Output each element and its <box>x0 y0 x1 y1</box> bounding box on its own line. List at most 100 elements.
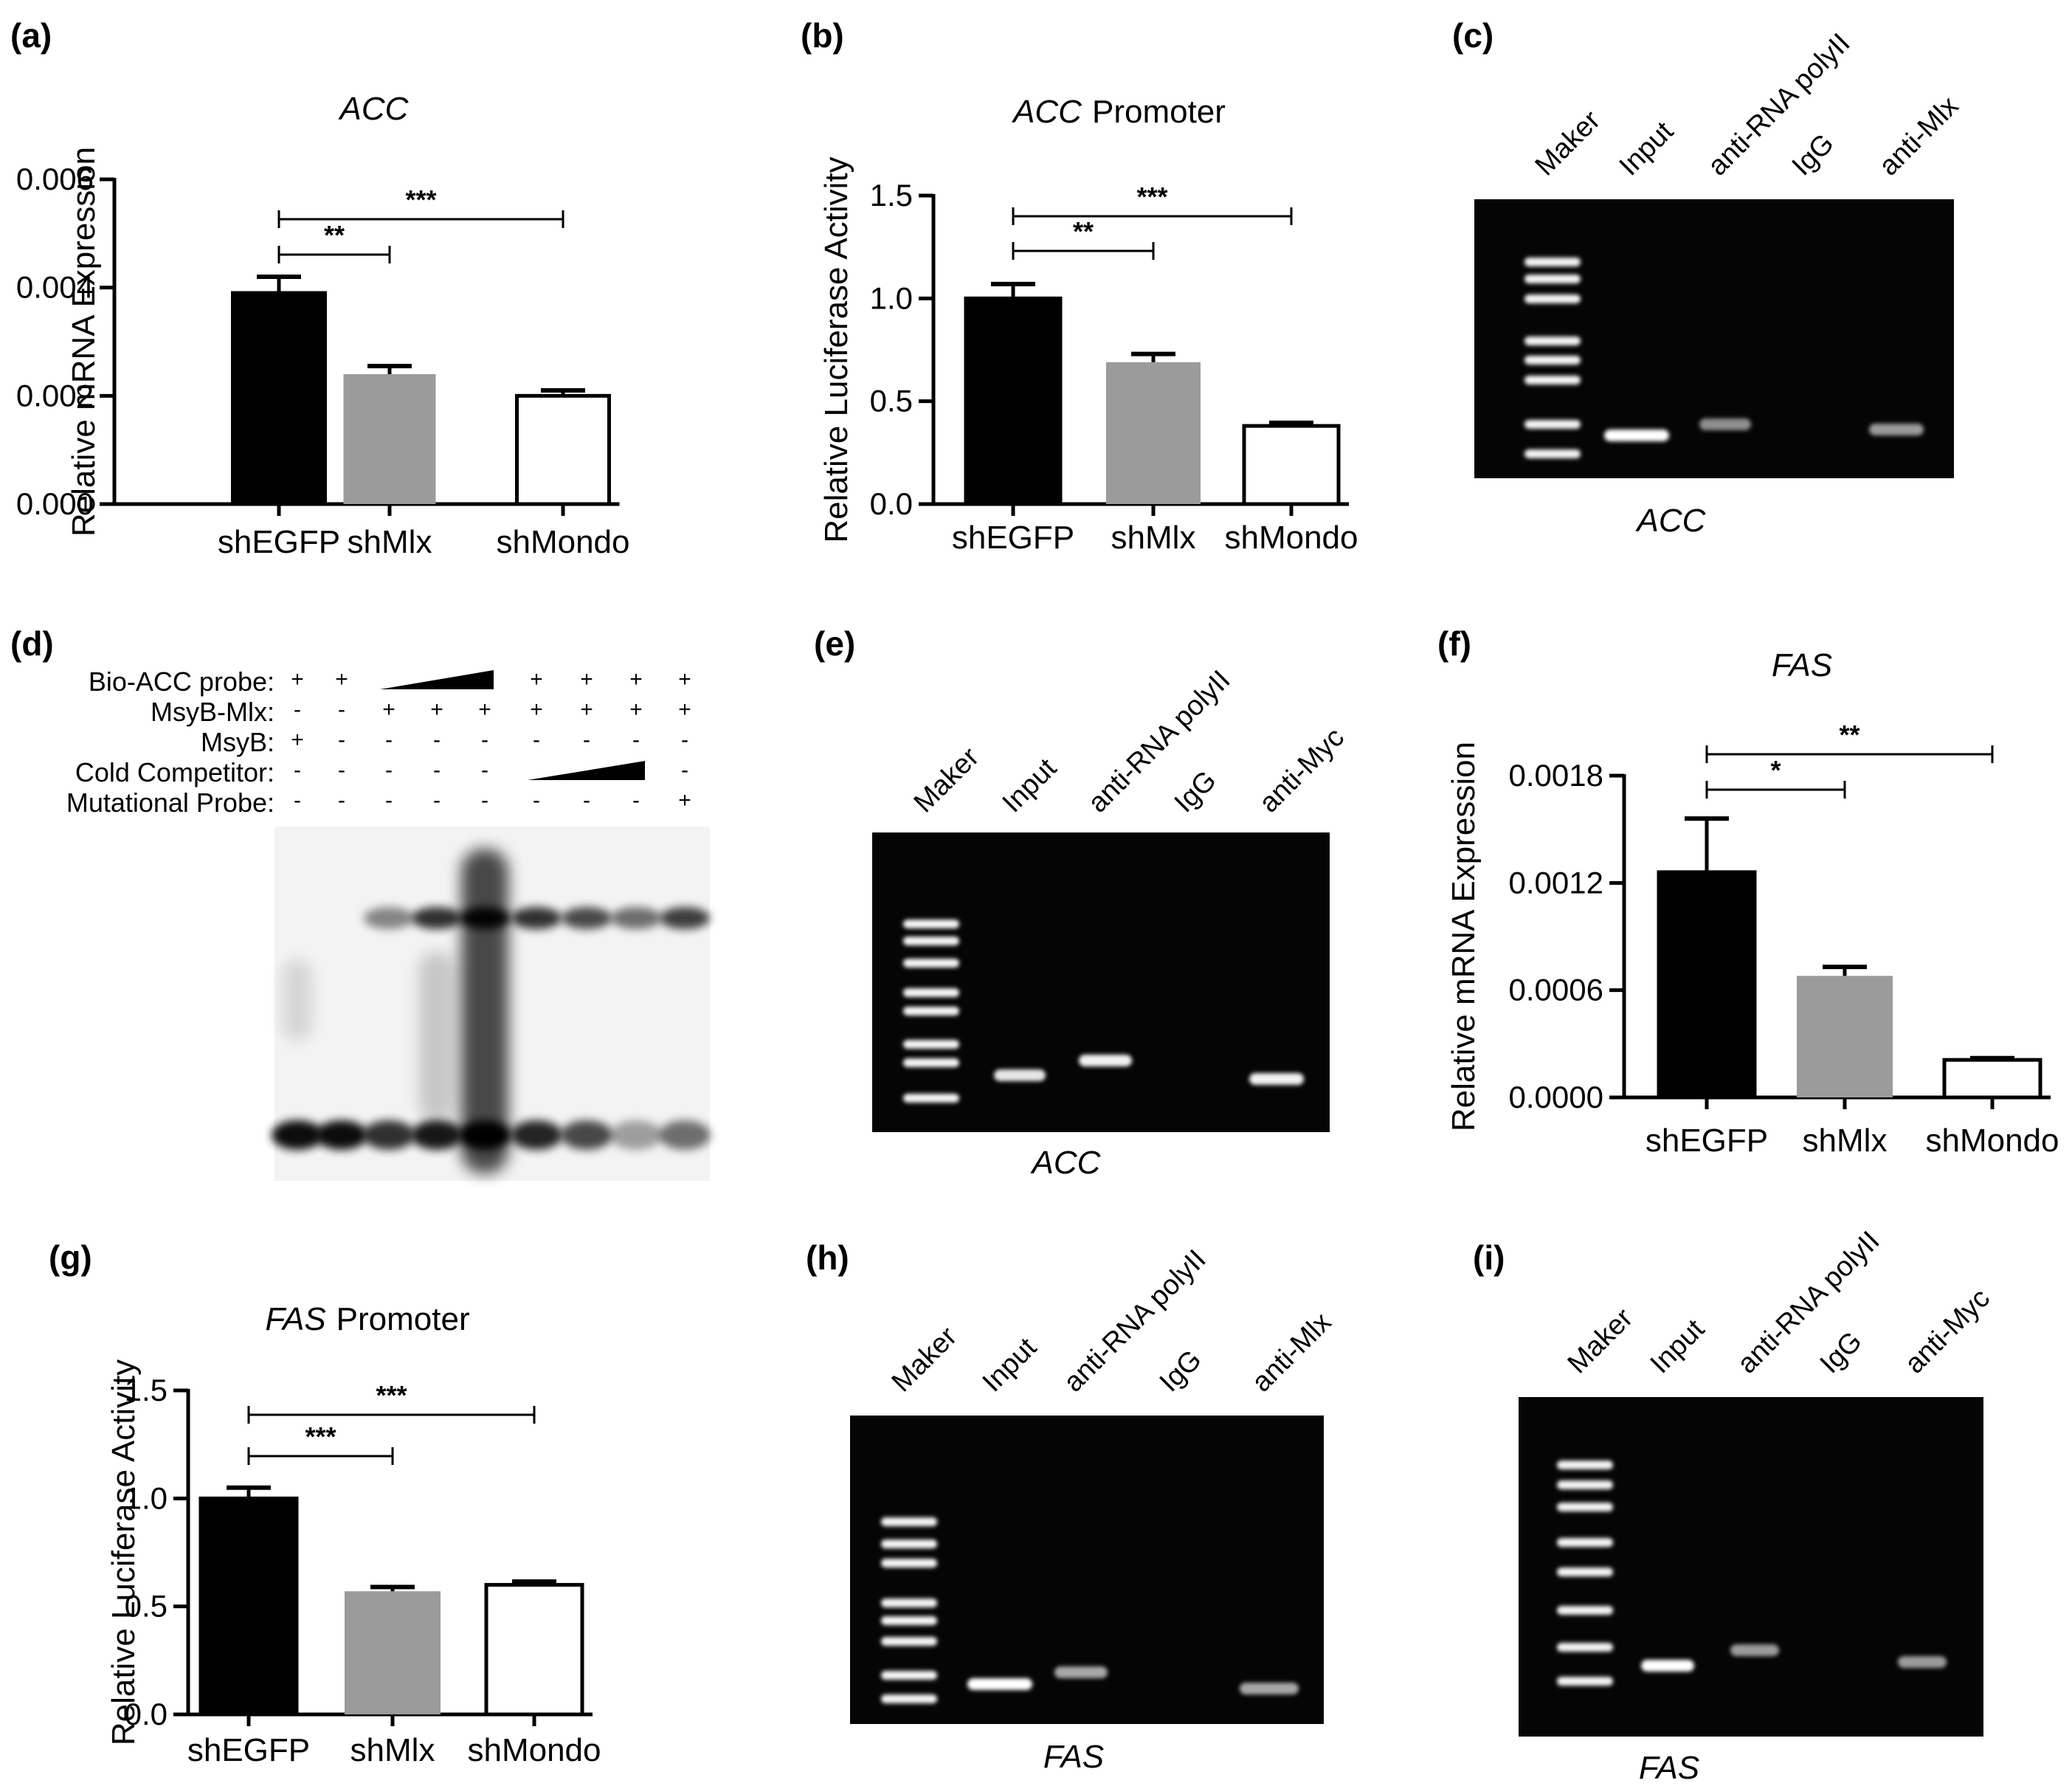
emsa-row-label: Mutational Probe: <box>66 787 274 818</box>
significance-label: ** <box>1839 720 1859 750</box>
ladder-band <box>1557 1677 1613 1686</box>
bar-shMlx <box>343 374 436 504</box>
lane-label: anti-Mlx <box>1874 91 1965 182</box>
emsa-sign: + <box>629 697 643 722</box>
free-probe-band <box>411 1120 463 1150</box>
ladder-band <box>881 1671 937 1680</box>
lane-label: anti-RNA polyII <box>1702 27 1857 182</box>
category-label: shMondo <box>496 524 629 560</box>
category-label: shEGFP <box>218 524 340 560</box>
ladder-band <box>1557 1606 1613 1615</box>
emsa-sign: + <box>629 667 643 692</box>
dna-band <box>1604 430 1669 441</box>
lane-label: Input <box>1614 116 1680 182</box>
emsa-sign: - <box>338 697 345 722</box>
y-tick-label: 0.0 <box>870 486 913 521</box>
emsa-sign: - <box>481 728 488 752</box>
bar-shMondo <box>484 1582 584 1717</box>
ladder-band <box>1557 1461 1613 1469</box>
emsa-sign: - <box>433 758 441 782</box>
ladder-band <box>903 959 959 968</box>
chart-title: ACC <box>338 91 410 127</box>
significance-label: ** <box>324 220 345 250</box>
bar-chart-fas-promoter: FAS Promoter Relative Luciferase Activity0… <box>106 1301 601 1768</box>
y-tick-label: 0.006 <box>16 162 94 196</box>
shifted-band <box>562 907 612 929</box>
free-probe-band <box>316 1120 367 1150</box>
significance-label: *** <box>305 1421 336 1452</box>
ladder-band <box>1524 449 1581 458</box>
ladder-band <box>881 1540 937 1548</box>
lane-smear <box>283 959 312 1041</box>
ladder-band <box>1524 275 1581 283</box>
emsa-sign: + <box>291 667 304 692</box>
lane-label: Maker <box>1530 105 1607 182</box>
chart-title-gene: ACC <box>1011 94 1082 130</box>
free-probe-band <box>459 1120 511 1150</box>
ladder-band <box>881 1694 937 1703</box>
ladder-band <box>1557 1568 1613 1576</box>
emsa-sign: - <box>583 728 590 752</box>
gel-background <box>872 832 1330 1132</box>
dna-band <box>1249 1073 1304 1085</box>
emsa-sign: - <box>481 788 488 813</box>
y-tick-label: 0.0 <box>125 1697 168 1731</box>
ladder-band <box>1557 1643 1613 1652</box>
emsa-sign: + <box>335 667 348 692</box>
category-label: shEGFP <box>187 1732 310 1768</box>
emsa-sign: + <box>478 697 491 722</box>
category-label: shMlx <box>350 1732 435 1768</box>
overload-smear <box>461 849 508 1173</box>
panel-label-h: (h) <box>806 1238 849 1277</box>
emsa-sign: - <box>338 788 345 813</box>
ladder-band <box>903 1058 959 1067</box>
emsa-sign: - <box>681 758 688 782</box>
ladder-band <box>903 937 959 945</box>
chart-title-gene: FAS <box>1772 647 1832 683</box>
concentration-wedge <box>380 670 494 689</box>
significance-label: *** <box>405 185 436 215</box>
free-probe-band <box>610 1120 662 1150</box>
lane-label: Maker <box>1562 1303 1640 1380</box>
dna-band <box>1641 1660 1694 1672</box>
gel-caption: ACC <box>1635 503 1707 539</box>
y-axis-label: Relative mRNA Expression <box>66 147 102 537</box>
lane-smear <box>419 952 455 1122</box>
significance-label: * <box>1770 755 1781 785</box>
lane-label: Input <box>997 753 1063 819</box>
lane-label: Maker <box>908 742 986 819</box>
ladder-band <box>881 1517 937 1526</box>
emsa-sign: - <box>338 758 345 782</box>
lane-label: IgG <box>1154 1344 1208 1398</box>
lane-label: anti-Mlx <box>1246 1307 1338 1399</box>
gel-caption: ACC <box>1030 1145 1102 1181</box>
y-tick-label: 0.000 <box>16 486 94 521</box>
bar-chart-fas-mrna: FAS Relative mRNA Expression 0.0000 0.0006 0… <box>1446 647 2059 1159</box>
ladder-band <box>1557 1503 1613 1511</box>
lane-label: IgG <box>1786 128 1840 182</box>
emsa-sign: - <box>294 758 301 782</box>
emsa-sign: + <box>382 697 396 722</box>
emsa-sign: - <box>294 788 301 813</box>
chart-title: FAS <box>1772 647 1832 683</box>
dna-band <box>1699 418 1751 430</box>
emsa-sign: - <box>632 728 640 752</box>
chart-title-suffix: Promoter <box>1092 94 1226 130</box>
y-tick-label: 0.0006 <box>1509 973 1603 1007</box>
emsa-row-label: MsyB-Mlx: <box>151 697 274 727</box>
y-tick-label: 0.0018 <box>1509 758 1603 793</box>
emsa-sign: - <box>481 758 488 782</box>
emsa-sign: - <box>533 728 540 752</box>
emsa-row-label: MsyB: <box>201 727 274 757</box>
panel-label-f: (f) <box>1437 624 1471 663</box>
ladder-band <box>1557 1480 1613 1489</box>
significance-label: *** <box>1136 182 1167 212</box>
significance-label: ** <box>1073 216 1094 246</box>
y-tick-label: 1.0 <box>870 280 913 315</box>
panel-label-c: (c) <box>1452 16 1493 55</box>
bar-shMlx <box>1106 362 1201 504</box>
chart-title-suffix: Promoter <box>336 1301 470 1337</box>
